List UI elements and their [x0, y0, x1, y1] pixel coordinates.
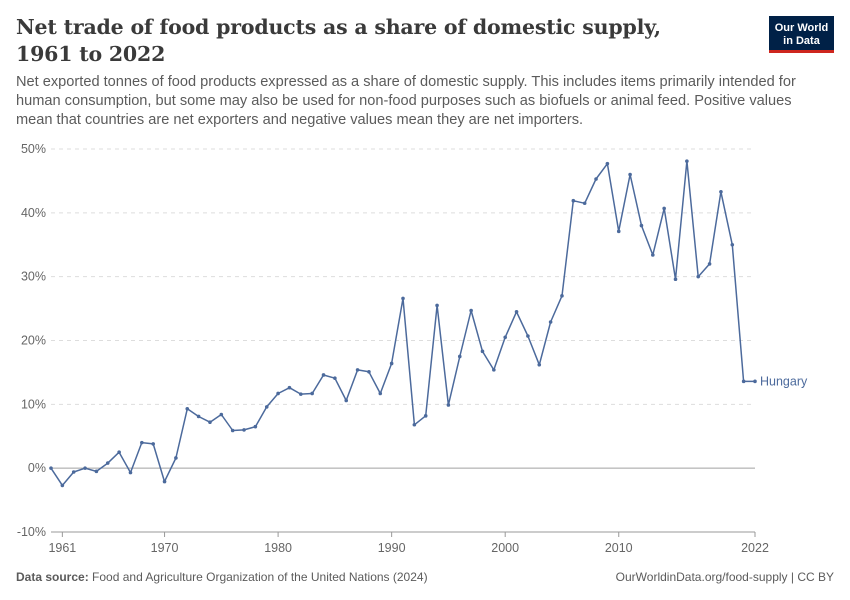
data-point: [151, 442, 155, 446]
data-point: [299, 392, 303, 396]
data-point: [71, 470, 76, 474]
data-point: [242, 428, 246, 432]
data-point: [185, 407, 190, 411]
data-point: [503, 335, 507, 340]
data-point: [594, 177, 598, 181]
data-point: [401, 296, 405, 301]
data-point: [741, 379, 746, 384]
url-license[interactable]: OurWorldinData.org/food-supply | CC BY: [615, 570, 834, 584]
data-point: [367, 369, 371, 374]
series-line: [50, 160, 755, 487]
data-point: [389, 361, 394, 366]
logo-line-1: Our World: [774, 22, 829, 34]
data-point: [628, 172, 632, 177]
x-tick-label: 1980: [264, 541, 292, 555]
data-source-text: Food and Agriculture Organization of the…: [92, 570, 428, 584]
data-point: [730, 242, 735, 247]
series-label: Hungary: [760, 374, 808, 388]
data-point: [276, 391, 280, 396]
data-point: [492, 368, 496, 372]
data-point: [560, 294, 564, 298]
x-tick-label: 1990: [378, 541, 406, 555]
y-tick-label: 50%: [21, 142, 46, 156]
data-point: [537, 362, 542, 367]
data-point: [526, 334, 530, 338]
series-hungary: Hungary: [49, 159, 808, 488]
data-point: [423, 414, 428, 418]
data-point: [582, 201, 587, 206]
data-point: [435, 303, 439, 308]
x-axis: 1961 1970 1980 1990 2000 2010 2022: [48, 531, 769, 555]
x-tick-label: 2022: [741, 541, 769, 555]
data-point: [310, 391, 314, 396]
x-tick-label: 2000: [491, 541, 519, 555]
x-tick-label: 1961: [48, 541, 76, 555]
y-tick-label: 0%: [28, 461, 46, 475]
data-point: [128, 470, 133, 475]
x-tick-label: 1970: [151, 541, 179, 555]
logo-line-2: in Data: [783, 34, 820, 47]
data-point: [230, 428, 235, 433]
data-point: [162, 479, 167, 484]
chart-title: Net trade of food products as a share of…: [16, 15, 661, 66]
data-point: [287, 385, 292, 390]
y-tick-label: -10%: [17, 525, 46, 539]
data-source-label: Data source:: [16, 570, 89, 584]
data-point: [753, 379, 757, 384]
data-point: [446, 403, 451, 407]
data-point: [219, 412, 224, 417]
data-point: [344, 398, 349, 403]
data-point: [605, 161, 610, 166]
data-point: [480, 349, 485, 354]
data-point: [60, 483, 65, 488]
y-tick-label: 40%: [21, 206, 46, 220]
data-point: [83, 466, 87, 470]
y-tick-label: 20%: [21, 334, 46, 348]
data-point: [616, 229, 621, 234]
data-point: [208, 420, 212, 425]
data-point: [571, 198, 576, 203]
y-axis: -10% 0% 10% 20% 30% 40% 50%: [17, 142, 46, 539]
data-point: [639, 223, 644, 228]
data-point: [651, 253, 655, 257]
gridlines: [51, 148, 755, 533]
data-point: [707, 262, 712, 266]
data-point: [333, 376, 337, 380]
data-point: [253, 424, 258, 429]
data-point: [685, 159, 689, 163]
data-point: [355, 368, 360, 372]
data-point: [94, 469, 99, 474]
y-tick-label: 10%: [21, 397, 46, 411]
data-point: [49, 466, 53, 470]
chart-subtitle: Net exported tonnes of food products exp…: [16, 74, 796, 128]
data-point: [719, 189, 723, 194]
y-tick-label: 30%: [21, 270, 46, 284]
data-point: [662, 206, 666, 211]
data-source: Data source: Food and Agriculture Organi…: [16, 570, 428, 584]
data-point: [105, 461, 110, 465]
data-point: [140, 440, 144, 445]
x-tick-label: 2010: [605, 541, 633, 555]
data-point: [174, 456, 178, 460]
data-point: [514, 309, 519, 314]
data-point: [196, 414, 201, 419]
data-point: [412, 422, 417, 427]
data-point: [117, 450, 121, 455]
data-point: [264, 405, 269, 409]
data-point: [673, 277, 678, 282]
data-point: [378, 391, 383, 396]
data-point: [696, 274, 701, 279]
data-point: [457, 354, 462, 359]
data-point: [469, 308, 473, 313]
data-point: [548, 320, 553, 324]
owid-logo[interactable]: Our World in Data: [769, 16, 834, 53]
data-point: [321, 373, 326, 377]
